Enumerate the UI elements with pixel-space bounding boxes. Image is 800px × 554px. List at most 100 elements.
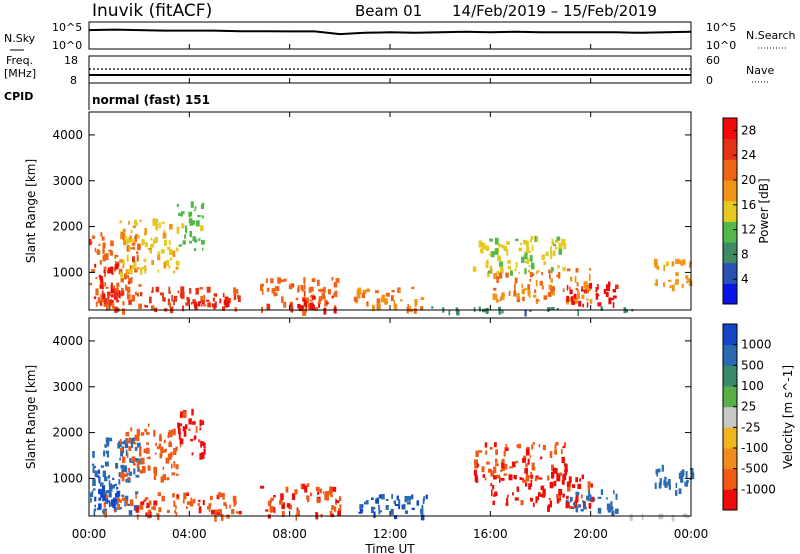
data-cell-region-7 (495, 449, 498, 456)
data-cell-region-2 (140, 457, 145, 465)
data-cell-region-4 (189, 500, 194, 507)
data-cell-region-3 (178, 212, 181, 216)
data-cell-region-4 (201, 300, 205, 305)
data-cell-region-3 (191, 220, 195, 225)
data-cell-region-11 (549, 273, 551, 280)
data-cell-region-8 (386, 300, 389, 304)
data-cell-region-2 (150, 244, 154, 248)
data-cell-region-0 (92, 465, 97, 468)
data-cell-region-4 (137, 292, 139, 297)
data-cell-region-10 (550, 246, 552, 253)
data-cell-region-8 (567, 486, 571, 492)
data-cell-region-2 (155, 442, 157, 447)
data-cell-region-0 (107, 442, 110, 447)
data-cell-region-1 (98, 481, 101, 484)
data-cell-region-13 (663, 264, 665, 272)
data-cell-region-5 (322, 491, 325, 495)
data-cell-region-2 (163, 261, 167, 269)
data-cell-region-8 (414, 299, 418, 306)
data-cell-region-2 (136, 428, 140, 436)
data-cell-region-4 (195, 287, 199, 295)
data-cell-region-3 (181, 211, 185, 215)
data-cell-region-3 (194, 206, 197, 210)
data-cell-region-2 (160, 446, 164, 452)
data-cell-region-5 (307, 497, 310, 503)
data-cell-region-12 (606, 284, 610, 292)
data-cell-region-8 (532, 502, 535, 508)
data-cell-region-6 (394, 504, 399, 506)
data-cell-region-2 (166, 477, 170, 481)
data-cell-region-0 (92, 479, 96, 486)
data-cell-region-10 (668, 484, 671, 490)
data-cell-region-7 (490, 470, 495, 477)
data-cell-region-7 (554, 449, 558, 455)
data-cell-region-6 (327, 289, 331, 295)
data-cell-region-4 (198, 506, 202, 514)
data-cell-region-4 (174, 509, 177, 514)
data-cell-region-11 (566, 268, 571, 272)
data-cell-region-7 (524, 468, 528, 474)
data-cell-region-1 (100, 279, 104, 284)
data-cell-region-6 (266, 287, 270, 292)
data-cell-region-12 (569, 289, 573, 295)
data-cell-region-6 (378, 494, 382, 499)
data-cell-region-6 (318, 289, 322, 292)
colorbar-tick-label: -100 (741, 441, 768, 455)
data-cell-region-11 (541, 285, 544, 290)
x-tick-label: 08:00 (272, 527, 307, 541)
data-cell-region-3 (194, 435, 197, 440)
data-cell-region-4 (212, 297, 215, 302)
data-cell-region-4 (103, 502, 106, 508)
data-cell-region-6 (289, 301, 293, 306)
data-cell-region-5 (325, 491, 328, 497)
data-cell-region-6 (308, 288, 312, 293)
data-cell-region-13 (681, 259, 686, 265)
data-cell-region-5 (331, 488, 333, 494)
data-cell-region-5 (337, 510, 341, 516)
data-cell-region-2 (175, 266, 179, 270)
data-cell-region-12 (597, 302, 602, 307)
data-cell-region-10 (557, 265, 560, 269)
data-cell-region-8 (393, 299, 396, 305)
colorbar-swatch (723, 448, 737, 470)
data-cell-region-0 (102, 248, 105, 254)
data-cell-region-7 (474, 474, 478, 482)
data-cell-region-6 (371, 506, 374, 514)
data-cell-region-5 (271, 506, 275, 513)
data-cell-region-2 (119, 220, 122, 224)
data-cell-region-10 (655, 469, 659, 475)
data-cell-region-6 (266, 303, 271, 311)
data-cell-region-0 (103, 476, 108, 482)
data-cell-region-3 (200, 441, 205, 446)
data-cell-region-10 (530, 235, 534, 240)
data-cell-region-7 (509, 466, 513, 469)
data-cell-region-4 (200, 304, 203, 307)
data-cell-region-2 (162, 232, 167, 239)
data-cell-region-8 (569, 505, 573, 509)
data-cell-region-1 (98, 497, 102, 501)
data-cell-region-4 (168, 302, 172, 308)
data-cell-region-7 (488, 468, 492, 473)
data-cell-region-4 (119, 499, 122, 504)
data-cell-region-8 (553, 480, 557, 487)
data-cell-region-4 (208, 503, 212, 507)
data-cell-region-10 (658, 482, 662, 489)
data-cell-region-4 (177, 290, 180, 294)
data-cell-region-3 (188, 211, 193, 217)
data-cell-region-10 (496, 270, 500, 275)
data-cell-region-4 (121, 497, 126, 501)
data-cell-region-7 (323, 307, 327, 315)
data-cell-region-6 (390, 508, 394, 515)
data-cell-region-0 (120, 278, 124, 283)
data-cell-region-2 (135, 267, 138, 270)
data-cell-region-7 (512, 461, 516, 468)
data-cell-region-12 (595, 293, 599, 300)
data-cell-region-11 (516, 296, 521, 303)
data-cell-region-6 (316, 279, 320, 287)
data-cell-region-7 (290, 303, 293, 307)
data-cell-region-4 (221, 514, 224, 521)
data-cell-region-6 (378, 504, 380, 508)
data-cell-region-5 (295, 514, 297, 521)
data-cell-region-3 (181, 223, 185, 229)
data-cell-region-1 (94, 263, 97, 268)
